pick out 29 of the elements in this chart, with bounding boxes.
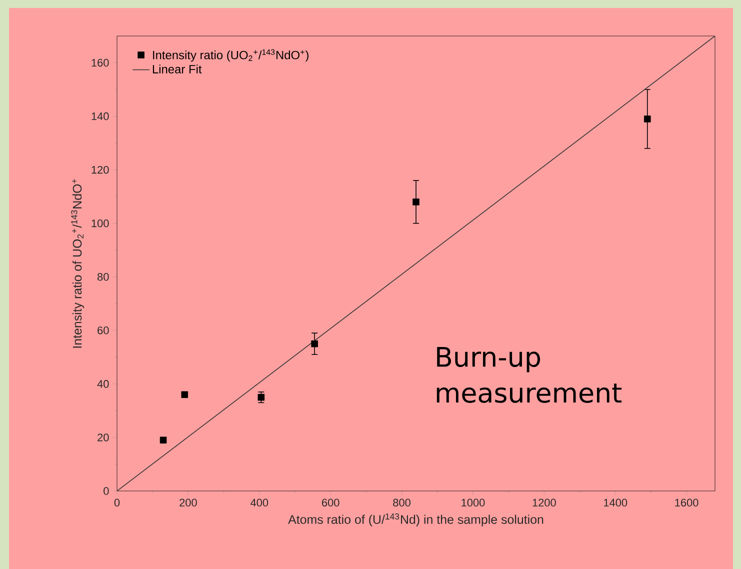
y-tick-label: 120 xyxy=(92,166,109,174)
annotation: Burn-up measurement xyxy=(436,347,622,403)
x-tick-label: 800 xyxy=(393,498,410,507)
y-tick-label: 140 xyxy=(92,112,109,120)
point xyxy=(258,394,265,401)
legend-label: Linear Fit xyxy=(152,64,202,74)
legend-label: Intensity ratio (UO$_{2}$$^{+}$/$^{143}$NdO$^{+}$) xyxy=(153,49,308,62)
x-tick-label: 400 xyxy=(250,498,268,507)
x-tick-label: 1200 xyxy=(532,498,556,507)
y-tick-label: 100 xyxy=(92,219,109,228)
y-tick-label: 60 xyxy=(98,326,109,334)
y-tick-label: 0 xyxy=(104,487,109,495)
x-tick-label: 200 xyxy=(180,498,197,507)
point xyxy=(644,116,651,122)
y-axis-title: Intensity ratio of UO$_{2}$$^{+}$/$^{143}$NdO$^{+}$ xyxy=(71,179,84,348)
x-tick-label: 1600 xyxy=(675,498,698,507)
x-axis-title: Atoms ratio of (U/$^{143}$Nd) in the sample solution xyxy=(288,513,544,526)
x-tick-label: 0 xyxy=(114,498,120,507)
y-tick-label: 160 xyxy=(92,58,109,67)
point xyxy=(160,436,167,444)
x-tick-label: 1400 xyxy=(604,498,628,507)
y-tick-label: 40 xyxy=(97,380,109,388)
x-tick-label: 600 xyxy=(322,498,340,507)
point xyxy=(311,340,318,348)
x-tick-label: 1000 xyxy=(462,498,485,507)
point xyxy=(181,391,188,398)
point xyxy=(412,198,420,206)
y-tick-label: 80 xyxy=(98,273,109,281)
y-tick-label: 20 xyxy=(98,434,109,442)
